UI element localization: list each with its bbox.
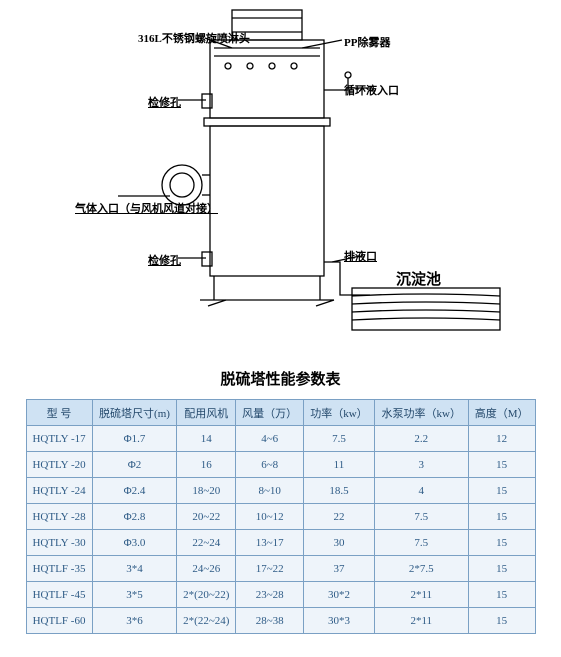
table-row: HQTLY -20Φ2166~811315 (26, 452, 535, 478)
table-row: HQTLF -453*52*(20~22)23~2830*22*1115 (26, 582, 535, 608)
table-row: HQTLF -353*424~2617~22372*7.515 (26, 556, 535, 582)
cell-value: 6~8 (236, 452, 304, 478)
cell-value: Φ2 (92, 452, 177, 478)
params-table: 型 号 脱硫塔尺寸(m) 配用风机 风量（万） 功率（kw） 水泵功率（kw） … (26, 399, 536, 634)
cell-value: 22~24 (177, 530, 236, 556)
cell-value: 7.5 (374, 504, 468, 530)
cell-value: 14 (177, 426, 236, 452)
table-title: 脱硫塔性能参数表 (0, 368, 561, 389)
cell-value: 30 (304, 530, 375, 556)
cell-value: 15 (468, 530, 535, 556)
cell-value: 11 (304, 452, 375, 478)
cell-value: Φ3.0 (92, 530, 177, 556)
cell-value: 28~38 (236, 608, 304, 634)
cell-value: 24~26 (177, 556, 236, 582)
cell-value: Φ2.8 (92, 504, 177, 530)
table-row: HQTLY -30Φ3.022~2413~17307.515 (26, 530, 535, 556)
cell-model: HQTLY -28 (26, 504, 92, 530)
cell-value: 15 (468, 556, 535, 582)
cell-value: 2*(20~22) (177, 582, 236, 608)
cell-value: 30*3 (304, 608, 375, 634)
cell-value: 20~22 (177, 504, 236, 530)
cell-value: Φ2.4 (92, 478, 177, 504)
label-inspection-top: 检修孔 (148, 94, 181, 110)
table-header-row: 型 号 脱硫塔尺寸(m) 配用风机 风量（万） 功率（kw） 水泵功率（kw） … (26, 400, 535, 426)
col-model: 型 号 (26, 400, 92, 426)
cell-value: 15 (468, 504, 535, 530)
cell-value: 15 (468, 478, 535, 504)
table-row: HQTLY -17Φ1.7144~67.52.212 (26, 426, 535, 452)
cell-model: HQTLY -30 (26, 530, 92, 556)
cell-value: Φ1.7 (92, 426, 177, 452)
cell-value: 2*(22~24) (177, 608, 236, 634)
label-settling-pond: 沉淀池 (396, 268, 441, 289)
cell-value: 15 (468, 608, 535, 634)
cell-value: 16 (177, 452, 236, 478)
col-size: 脱硫塔尺寸(m) (92, 400, 177, 426)
cell-value: 8~10 (236, 478, 304, 504)
cell-value: 10~12 (236, 504, 304, 530)
table-row: HQTLF -603*62*(22~24)28~3830*32*1115 (26, 608, 535, 634)
cell-value: 37 (304, 556, 375, 582)
cell-model: HQTLY -20 (26, 452, 92, 478)
cell-value: 3 (374, 452, 468, 478)
table-row: HQTLY -24Φ2.418~208~1018.5415 (26, 478, 535, 504)
col-power: 功率（kw） (304, 400, 375, 426)
label-circ-inlet: 循环液入口 (344, 82, 399, 98)
cell-value: 7.5 (374, 530, 468, 556)
cell-value: 15 (468, 452, 535, 478)
cell-value: 13~17 (236, 530, 304, 556)
cell-model: HQTLF -35 (26, 556, 92, 582)
cell-model: HQTLY -17 (26, 426, 92, 452)
cell-model: HQTLF -45 (26, 582, 92, 608)
label-pp-demister: PP除雾器 (344, 34, 390, 50)
cell-value: 30*2 (304, 582, 375, 608)
cell-value: 17~22 (236, 556, 304, 582)
cell-value: 22 (304, 504, 375, 530)
cell-value: 2.2 (374, 426, 468, 452)
cell-value: 23~28 (236, 582, 304, 608)
cell-value: 2*11 (374, 582, 468, 608)
cell-value: 18.5 (304, 478, 375, 504)
label-drain: 排液口 (344, 248, 377, 264)
cell-value: 3*4 (92, 556, 177, 582)
cell-value: 4 (374, 478, 468, 504)
cell-value: 2*7.5 (374, 556, 468, 582)
cell-model: HQTLY -24 (26, 478, 92, 504)
col-height: 高度（M） (468, 400, 535, 426)
cell-value: 3*6 (92, 608, 177, 634)
label-nozzle: 316L不锈钢螺旋喷淋头 (138, 30, 250, 46)
cell-value: 15 (468, 582, 535, 608)
cell-value: 4~6 (236, 426, 304, 452)
col-pump-power: 水泵功率（kw） (374, 400, 468, 426)
tower-diagram: 316L不锈钢螺旋喷淋头 PP除雾器 检修孔 循环液入口 气体入口（与风机风道对… (0, 0, 561, 350)
cell-value: 3*5 (92, 582, 177, 608)
cell-value: 18~20 (177, 478, 236, 504)
cell-model: HQTLF -60 (26, 608, 92, 634)
col-fan: 配用风机 (177, 400, 236, 426)
cell-value: 7.5 (304, 426, 375, 452)
col-airflow: 风量（万） (236, 400, 304, 426)
cell-value: 2*11 (374, 608, 468, 634)
tower-svg (0, 0, 561, 350)
label-gas-inlet: 气体入口（与风机风道对接） (75, 200, 218, 216)
table-row: HQTLY -28Φ2.820~2210~12227.515 (26, 504, 535, 530)
cell-value: 12 (468, 426, 535, 452)
table-body: HQTLY -17Φ1.7144~67.52.212HQTLY -20Φ2166… (26, 426, 535, 634)
label-inspection-bottom: 检修孔 (148, 252, 181, 268)
